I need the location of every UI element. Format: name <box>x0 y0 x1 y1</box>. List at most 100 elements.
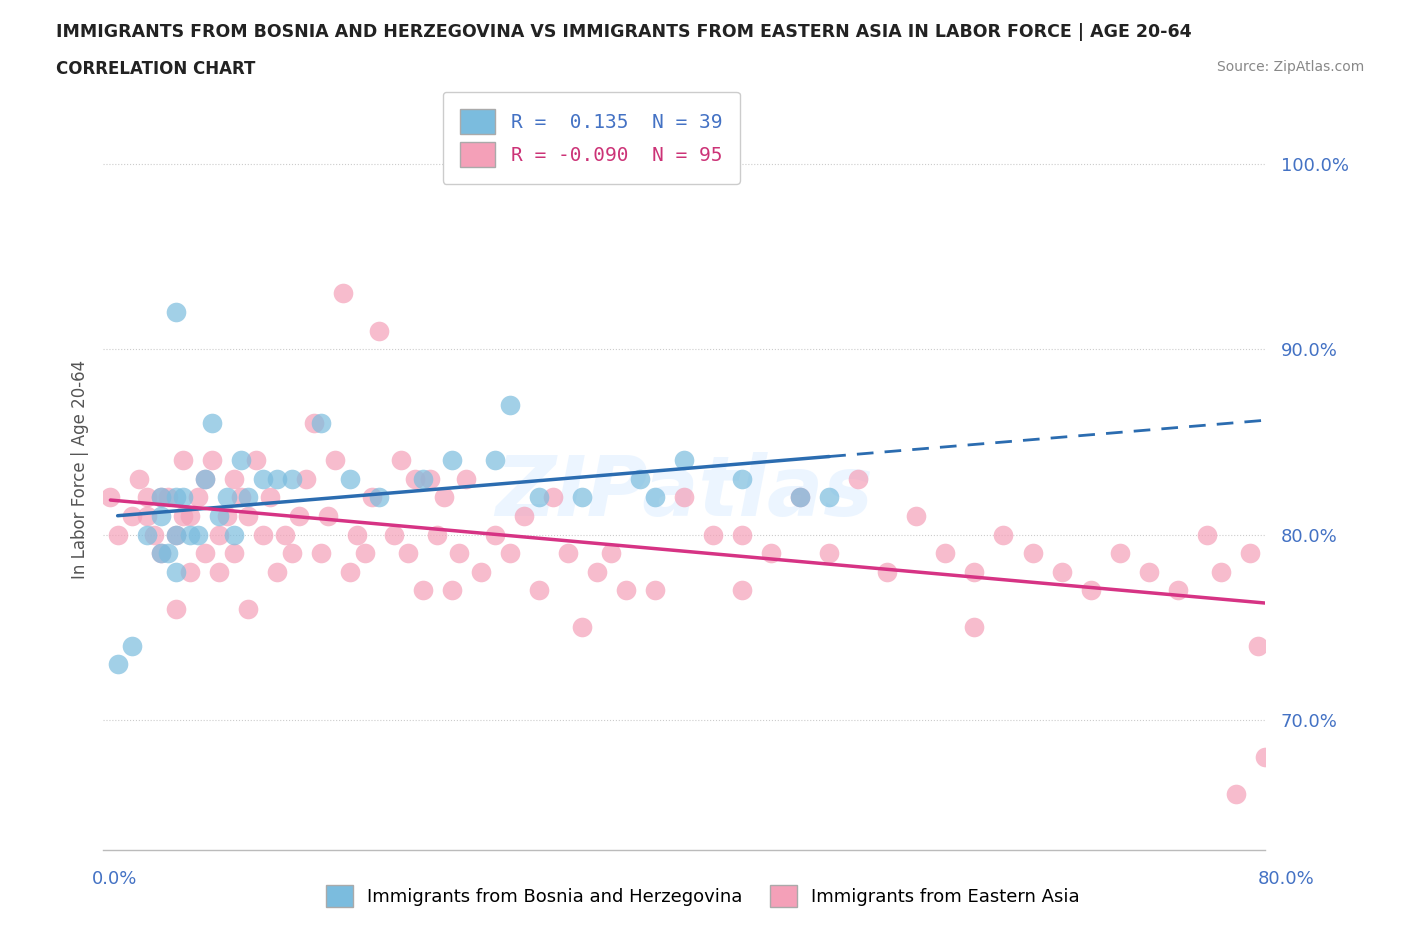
Point <box>368 323 391 338</box>
Point <box>672 490 695 505</box>
Point <box>186 490 208 505</box>
Text: CORRELATION CHART: CORRELATION CHART <box>56 60 256 78</box>
Point <box>963 620 986 635</box>
Point <box>107 657 129 671</box>
Point <box>259 490 281 505</box>
Point <box>194 546 217 561</box>
Point <box>513 509 536 524</box>
Point <box>295 472 318 486</box>
Point <box>208 565 231 579</box>
Point <box>135 509 157 524</box>
Point <box>1211 565 1233 579</box>
Point <box>339 472 361 486</box>
Point <box>325 453 347 468</box>
Point <box>215 509 238 524</box>
Point <box>172 453 194 468</box>
Point <box>353 546 375 561</box>
Point <box>107 527 129 542</box>
Point <box>229 490 252 505</box>
Point <box>731 472 754 486</box>
Point <box>332 286 354 301</box>
Point <box>266 472 288 486</box>
Point <box>484 527 506 542</box>
Point <box>1195 527 1218 542</box>
Point <box>440 583 463 598</box>
Text: Source: ZipAtlas.com: Source: ZipAtlas.com <box>1216 60 1364 74</box>
Point <box>499 397 522 412</box>
Point <box>150 546 173 561</box>
Point <box>150 490 173 505</box>
Point <box>150 546 173 561</box>
Point <box>165 602 187 617</box>
Point <box>1137 565 1160 579</box>
Point <box>499 546 522 561</box>
Point <box>644 583 666 598</box>
Point <box>557 546 579 561</box>
Point <box>150 490 173 505</box>
Point <box>100 490 122 505</box>
Point <box>934 546 956 561</box>
Point <box>222 546 245 561</box>
Point <box>165 527 187 542</box>
Point <box>252 527 274 542</box>
Point <box>789 490 811 505</box>
Point <box>1254 750 1277 764</box>
Point <box>1080 583 1102 598</box>
Point <box>672 453 695 468</box>
Point <box>759 546 782 561</box>
Point <box>412 583 434 598</box>
Point <box>281 472 304 486</box>
Point <box>165 304 187 319</box>
Point <box>121 509 143 524</box>
Point <box>382 527 405 542</box>
Point <box>121 638 143 653</box>
Point <box>346 527 368 542</box>
Point <box>157 546 180 561</box>
Y-axis label: In Labor Force | Age 20-64: In Labor Force | Age 20-64 <box>72 360 89 579</box>
Point <box>208 527 231 542</box>
Point <box>194 472 217 486</box>
Point <box>266 565 288 579</box>
Point <box>1050 565 1073 579</box>
Point <box>1021 546 1043 561</box>
Point <box>433 490 456 505</box>
Point <box>135 527 157 542</box>
Point <box>316 509 339 524</box>
Point <box>150 509 173 524</box>
Legend: R =  0.135  N = 39, R = -0.090  N = 95: R = 0.135 N = 39, R = -0.090 N = 95 <box>443 91 740 184</box>
Point <box>339 565 361 579</box>
Text: 80.0%: 80.0% <box>1258 870 1315 888</box>
Point <box>135 490 157 505</box>
Point <box>628 472 651 486</box>
Point <box>238 602 260 617</box>
Point <box>993 527 1015 542</box>
Point <box>309 546 332 561</box>
Point <box>543 490 565 505</box>
Point <box>1239 546 1261 561</box>
Text: 0.0%: 0.0% <box>91 870 136 888</box>
Point <box>1108 546 1130 561</box>
Point <box>614 583 637 598</box>
Point <box>905 509 928 524</box>
Point <box>281 546 304 561</box>
Point <box>360 490 382 505</box>
Point <box>412 472 434 486</box>
Point <box>396 546 419 561</box>
Point <box>302 416 325 431</box>
Point <box>818 490 841 505</box>
Point <box>172 509 194 524</box>
Point <box>128 472 150 486</box>
Point <box>238 490 260 505</box>
Point <box>165 565 187 579</box>
Point <box>447 546 470 561</box>
Point <box>419 472 441 486</box>
Point <box>389 453 412 468</box>
Point <box>215 490 238 505</box>
Legend: Immigrants from Bosnia and Herzegovina, Immigrants from Eastern Asia: Immigrants from Bosnia and Herzegovina, … <box>316 876 1090 916</box>
Point <box>222 527 245 542</box>
Point <box>179 509 201 524</box>
Point <box>157 490 180 505</box>
Point <box>440 453 463 468</box>
Point <box>527 583 550 598</box>
Point <box>571 490 593 505</box>
